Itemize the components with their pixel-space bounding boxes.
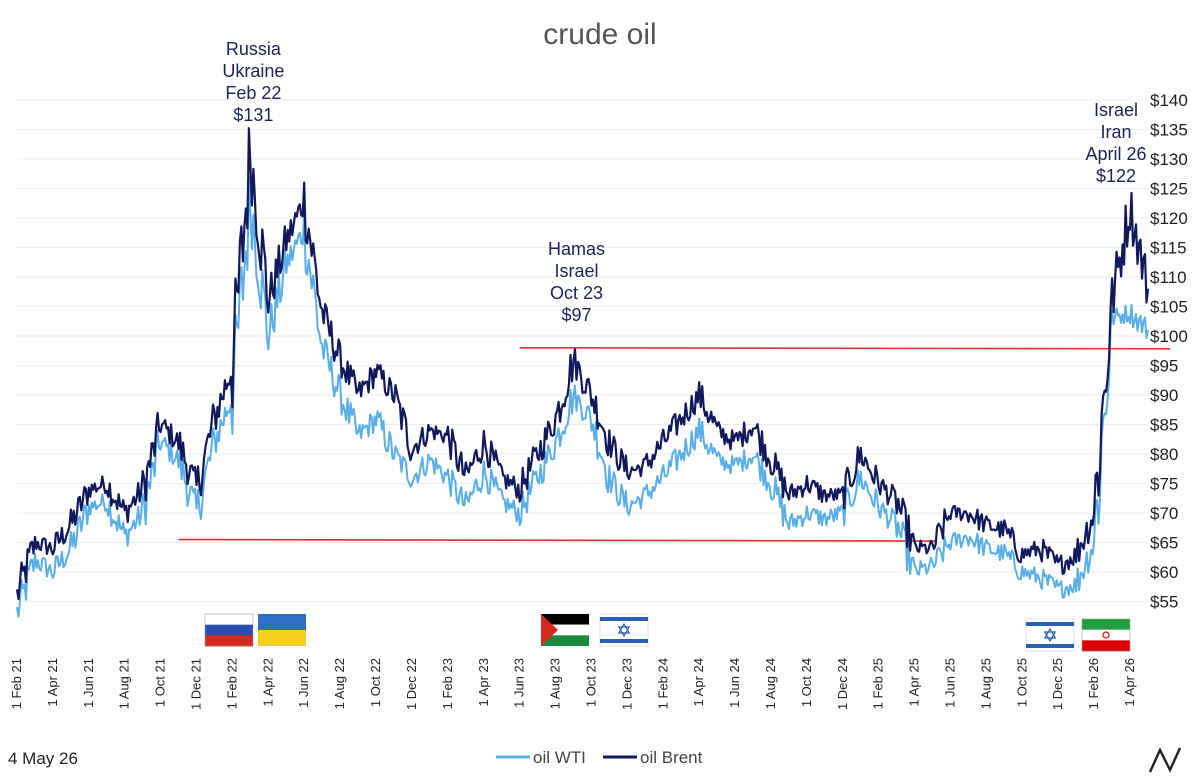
annotation-line: $122 — [1096, 166, 1136, 186]
reference-lines — [178, 346, 1171, 542]
x-tick-label: 1 Apr 24 — [691, 658, 706, 706]
x-tick-label: 1 Feb 26 — [1086, 658, 1101, 709]
x-tick-label: 1 Jun 24 — [727, 658, 742, 708]
x-tick-label: 1 Oct 25 — [1014, 658, 1029, 707]
y-tick-label: $60 — [1150, 563, 1178, 582]
y-tick-label: $85 — [1150, 416, 1178, 435]
y-tick-label: $120 — [1150, 209, 1188, 228]
annotation-line: Israel — [1094, 100, 1138, 120]
annotation-line: Feb 22 — [225, 83, 281, 103]
x-tick-label: 1 Oct 21 — [153, 658, 168, 707]
x-tick-label: 1 Dec 23 — [619, 658, 634, 710]
annotation-line: $131 — [233, 105, 273, 125]
x-tick-label: 1 Aug 25 — [978, 658, 993, 709]
series — [15, 127, 1150, 618]
y-tick-label: $130 — [1150, 150, 1188, 169]
x-tick-label: 1 Feb 21 — [9, 658, 24, 709]
y-tick-label: $90 — [1150, 386, 1178, 405]
x-tick-label: 1 Apr 25 — [907, 658, 922, 706]
reference-line — [519, 346, 1171, 350]
y-tick-label: $55 — [1150, 593, 1178, 612]
annotation-line: Oct 23 — [550, 283, 603, 303]
x-tick-label: 1 Aug 21 — [117, 658, 132, 709]
x-tick-label: 1 Oct 24 — [799, 658, 814, 707]
x-tick-label: 1 Aug 23 — [548, 658, 563, 709]
x-tick-label: 1 Aug 22 — [332, 658, 347, 709]
iran-flag — [1081, 618, 1131, 652]
x-tick-label: 1 Dec 22 — [404, 658, 419, 710]
annotation-line: Iran — [1101, 122, 1132, 142]
flags — [204, 613, 1131, 652]
annotation-line: Ukraine — [222, 61, 284, 81]
y-tick-label: $105 — [1150, 298, 1188, 317]
x-tick-label: 1 Dec 24 — [835, 658, 850, 710]
x-tick-label: 1 Feb 24 — [655, 658, 670, 709]
x-tick-label: 1 Dec 21 — [189, 658, 204, 710]
annotation-line: Russia — [226, 39, 282, 59]
annotation-line: Israel — [555, 261, 599, 281]
y-tick-label: $110 — [1150, 268, 1187, 287]
annotation-line: $97 — [562, 305, 592, 325]
date-stamp: 4 May 26 — [8, 749, 78, 768]
x-tick-label: 1 Feb 25 — [871, 658, 886, 709]
legend-wti-label: oil WTI — [533, 748, 586, 767]
y-tick-label: $95 — [1150, 357, 1178, 376]
x-tick-label: 1 Dec 25 — [1050, 658, 1065, 710]
y-tick-label: $70 — [1150, 504, 1178, 523]
ukraine-flag — [258, 614, 306, 646]
legend: oil WTI oil Brent — [496, 748, 703, 767]
x-axis: 1 Feb 21 1 Apr 21 1 Jun 21 1 Aug 21 1 Oct 21… — [9, 658, 1137, 710]
israel-flag — [599, 613, 649, 647]
x-tick-label: 1 Jun 25 — [943, 658, 958, 708]
legend-brent-label: oil Brent — [640, 748, 703, 767]
russia-flag — [204, 613, 254, 647]
y-tick-label: $125 — [1150, 180, 1188, 199]
annotation-line: April 26 — [1086, 144, 1147, 164]
series-wti-line — [16, 176, 1149, 618]
y-tick-label: $75 — [1150, 475, 1178, 494]
y-tick-label: $140 — [1150, 91, 1188, 110]
x-tick-label: 1 Apr 21 — [45, 658, 60, 706]
annotation-line: Hamas — [548, 239, 605, 259]
x-tick-label: 1 Apr 26 — [1122, 658, 1137, 706]
x-tick-label: 1 Apr 23 — [476, 658, 491, 706]
y-tick-label: $100 — [1150, 327, 1188, 346]
x-tick-label: 1 Jun 22 — [296, 658, 311, 708]
x-tick-label: 1 Aug 24 — [763, 658, 778, 709]
x-tick-label: 1 Oct 23 — [583, 658, 598, 707]
x-tick-label: 1 Jun 21 — [81, 658, 96, 708]
israel-flag — [1025, 618, 1075, 652]
x-tick-label: 1 Feb 23 — [440, 658, 455, 709]
x-tick-label: 1 Jun 23 — [512, 658, 527, 708]
y-axis: $55 $60 $65 $70 $75 $80 $85 $90 $95 $100 $105 $110 $… — [1150, 91, 1188, 612]
series-brent-line — [15, 127, 1150, 601]
chart-title: crude oil — [543, 18, 656, 51]
reference-line — [178, 538, 937, 542]
y-tick-label: $135 — [1150, 121, 1188, 140]
brand-logo-icon — [1148, 747, 1182, 773]
x-tick-label: 1 Apr 22 — [260, 658, 275, 706]
y-tick-label: $115 — [1150, 239, 1187, 258]
y-tick-label: $65 — [1150, 534, 1178, 553]
palestine-flag — [541, 614, 589, 646]
x-tick-label: 1 Feb 22 — [224, 658, 239, 709]
x-tick-label: 1 Oct 22 — [368, 658, 383, 707]
y-tick-label: $80 — [1150, 445, 1178, 464]
